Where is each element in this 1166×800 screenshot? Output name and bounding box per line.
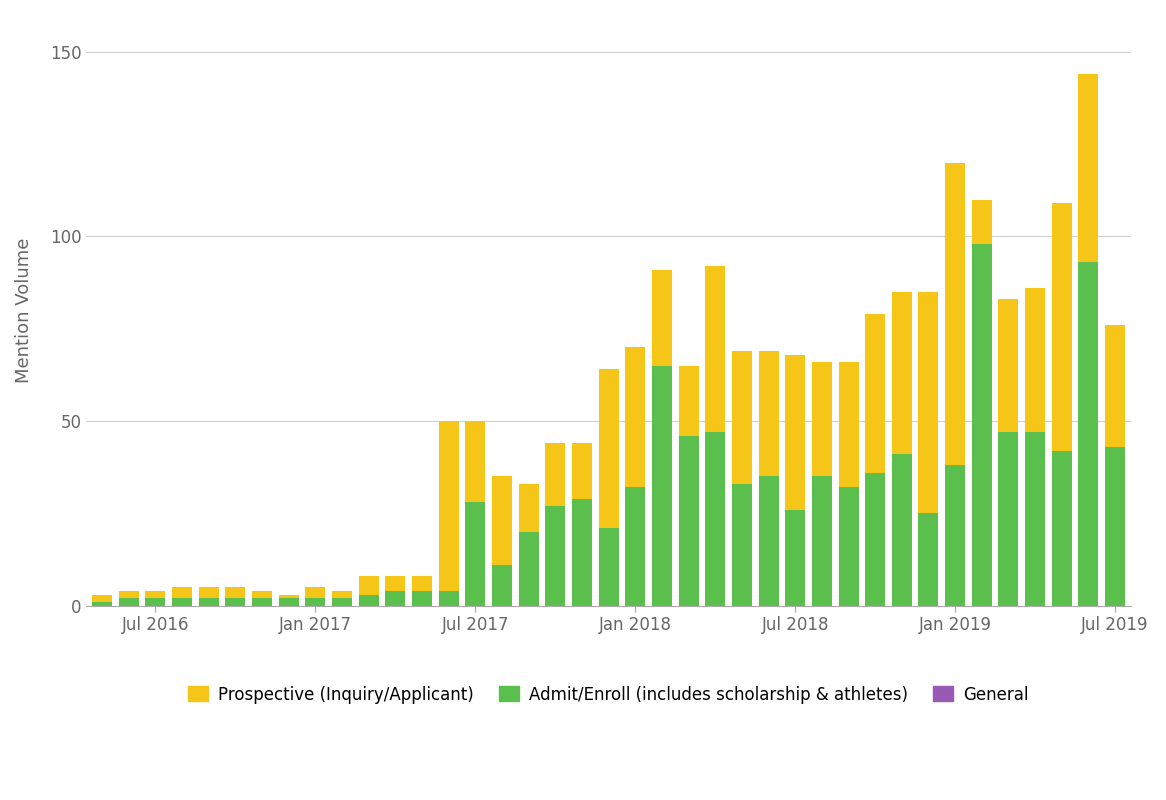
Bar: [652, 366, 672, 606]
Bar: [838, 487, 858, 606]
Bar: [546, 506, 566, 606]
Bar: [732, 484, 752, 606]
Bar: [252, 591, 272, 598]
Bar: [919, 292, 939, 514]
Bar: [892, 292, 912, 454]
Bar: [305, 587, 325, 598]
Bar: [865, 473, 885, 606]
Bar: [146, 598, 166, 606]
Bar: [971, 244, 992, 606]
Bar: [759, 351, 779, 476]
Bar: [679, 436, 698, 606]
Bar: [386, 591, 406, 606]
Bar: [412, 591, 433, 606]
Bar: [359, 576, 379, 594]
Bar: [759, 476, 779, 606]
Bar: [998, 432, 1018, 606]
Bar: [573, 443, 592, 498]
Bar: [785, 354, 806, 510]
Bar: [1105, 447, 1125, 606]
Bar: [598, 528, 619, 606]
Bar: [946, 466, 965, 606]
Bar: [92, 594, 112, 602]
Bar: [519, 532, 539, 606]
Bar: [971, 199, 992, 244]
Bar: [838, 362, 858, 487]
Bar: [198, 598, 219, 606]
Bar: [652, 270, 672, 366]
Bar: [279, 598, 298, 606]
Bar: [225, 587, 245, 598]
Bar: [998, 299, 1018, 432]
Bar: [92, 602, 112, 606]
Bar: [438, 421, 458, 591]
Bar: [279, 594, 298, 598]
Bar: [386, 576, 406, 591]
Bar: [1079, 74, 1098, 262]
Bar: [465, 421, 485, 502]
Bar: [1079, 262, 1098, 606]
Bar: [1025, 288, 1045, 432]
Bar: [1052, 450, 1072, 606]
Bar: [892, 454, 912, 606]
Bar: [412, 576, 433, 591]
Bar: [465, 502, 485, 606]
Bar: [332, 598, 352, 606]
Bar: [438, 591, 458, 606]
Bar: [598, 370, 619, 528]
Bar: [332, 591, 352, 598]
Bar: [492, 476, 512, 565]
Legend: Prospective (Inquiry/Applicant), Admit/Enroll (includes scholarship & athletes),: Prospective (Inquiry/Applicant), Admit/E…: [182, 679, 1035, 710]
Bar: [705, 266, 725, 432]
Bar: [812, 476, 831, 606]
Bar: [225, 598, 245, 606]
Bar: [305, 598, 325, 606]
Y-axis label: Mention Volume: Mention Volume: [15, 238, 33, 383]
Bar: [252, 598, 272, 606]
Bar: [1025, 432, 1045, 606]
Bar: [812, 362, 831, 476]
Bar: [625, 347, 645, 487]
Bar: [173, 587, 192, 598]
Bar: [492, 565, 512, 606]
Bar: [119, 598, 139, 606]
Bar: [359, 594, 379, 606]
Bar: [732, 351, 752, 484]
Bar: [785, 510, 806, 606]
Bar: [1105, 325, 1125, 447]
Bar: [1052, 203, 1072, 450]
Bar: [173, 598, 192, 606]
Bar: [865, 314, 885, 473]
Bar: [198, 587, 219, 598]
Bar: [573, 498, 592, 606]
Bar: [919, 514, 939, 606]
Bar: [946, 162, 965, 466]
Bar: [119, 591, 139, 598]
Bar: [679, 366, 698, 436]
Bar: [146, 591, 166, 598]
Bar: [546, 443, 566, 506]
Bar: [519, 484, 539, 532]
Bar: [625, 487, 645, 606]
Bar: [705, 432, 725, 606]
